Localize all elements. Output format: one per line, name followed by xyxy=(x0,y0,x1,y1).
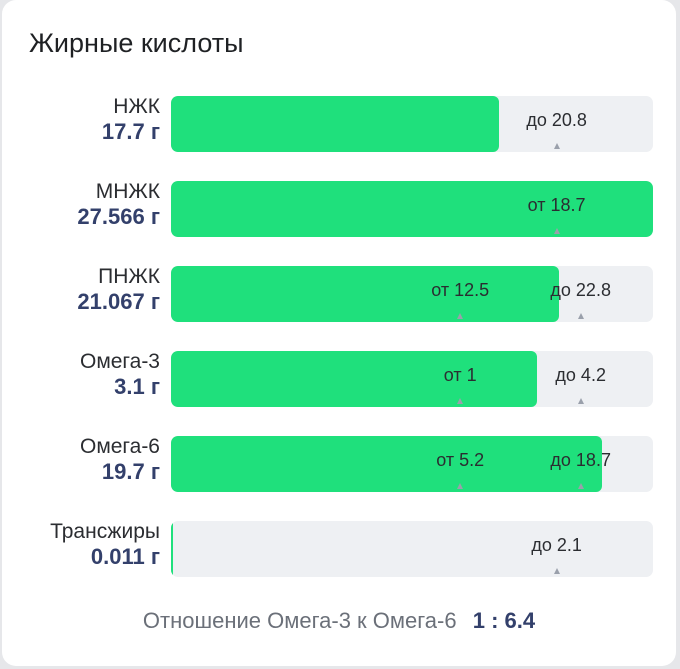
nutrient-amount: 27.566 г xyxy=(77,204,160,229)
norm-marker-label: до 2.1 xyxy=(531,535,582,555)
omega-ratio-value: 1 : 6.4 xyxy=(472,608,536,633)
nutrient-name: Трансжиры xyxy=(50,520,160,543)
nutrient-label: МНЖК 27.566 г xyxy=(77,179,160,229)
card-title: Жирные кислоты xyxy=(29,28,244,58)
norm-marker-triangle-icon xyxy=(577,398,584,404)
nutrient-label: Омега-3 3.1 г xyxy=(80,349,160,399)
progress-track: от 5.2 до 18.7 xyxy=(171,436,653,492)
progress-track: от 12.5 до 22.8 xyxy=(171,266,653,322)
nutrient-amount: 21.067 г xyxy=(77,289,160,314)
progress-track: от 1 до 4.2 xyxy=(171,351,653,407)
norm-marker-triangle-icon xyxy=(577,313,584,319)
nutrient-label: НЖК 17.7 г xyxy=(102,94,160,144)
norm-marker-label: до 18.7 xyxy=(550,450,611,470)
norm-marker-triangle-icon xyxy=(457,483,464,489)
fatty-acid-row: Трансжиры 0.011 г до 2.1 xyxy=(2,519,676,579)
norm-marker-triangle-icon xyxy=(457,398,464,404)
progress-fill xyxy=(171,436,603,492)
nutrient-name: МНЖК xyxy=(95,180,160,203)
norm-marker-triangle-icon xyxy=(457,313,464,319)
progress-fill xyxy=(171,266,559,322)
norm-marker-label: от 12.5 xyxy=(431,280,490,300)
fatty-acid-row: МНЖК 27.566 г от 18.7 xyxy=(2,179,676,239)
norm-marker-label: до 20.8 xyxy=(526,110,587,130)
norm-marker-triangle-icon xyxy=(553,568,560,574)
norm-marker-triangle-icon xyxy=(577,483,584,489)
progress-fill xyxy=(171,96,499,152)
norm-marker-label: от 18.7 xyxy=(527,195,586,215)
progress-fill xyxy=(171,351,538,407)
fatty-acid-row: НЖК 17.7 г до 20.8 xyxy=(2,94,676,154)
progress-fill xyxy=(171,521,174,577)
fatty-acid-row: ПНЖК 21.067 г от 12.5 до 22.8 xyxy=(2,264,676,324)
nutrient-name: Омега-6 xyxy=(79,435,160,458)
norm-marker-label: до 4.2 xyxy=(555,365,606,385)
nutrient-name: Омега-3 xyxy=(79,350,160,373)
norm-marker-triangle-icon xyxy=(553,143,560,149)
nutrient-name: НЖК xyxy=(113,95,160,118)
fatty-acid-row: Омега-6 19.7 г от 5.2 до 18.7 xyxy=(2,434,676,494)
nutrient-amount: 19.7 г xyxy=(101,459,160,484)
fatty-acid-row: Омега-3 3.1 г от 1 до 4.2 xyxy=(2,349,676,409)
omega-ratio: Отношение Омега-3 к Омега-6 1 : 6.4 xyxy=(2,608,676,634)
norm-marker-label: от 5.2 xyxy=(436,450,485,470)
progress-track: от 18.7 xyxy=(171,181,653,237)
progress-fill xyxy=(171,181,653,237)
norm-marker-label: от 1 xyxy=(443,365,477,385)
nutrient-label: ПНЖК 21.067 г xyxy=(77,264,160,314)
norm-marker-label: до 22.8 xyxy=(550,280,611,300)
nutrient-amount: 3.1 г xyxy=(114,374,160,399)
nutrient-label: Омега-6 19.7 г xyxy=(80,434,160,484)
nutrient-label: Трансжиры 0.011 г xyxy=(50,519,160,569)
nutrient-name: ПНЖК xyxy=(98,265,160,288)
nutrient-amount: 0.011 г xyxy=(90,544,160,569)
progress-track: до 20.8 xyxy=(171,96,653,152)
norm-marker-triangle-icon xyxy=(553,228,560,234)
progress-track: до 2.1 xyxy=(171,521,653,577)
omega-ratio-label: Отношение Омега-3 к Омега-6 xyxy=(142,608,457,633)
nutrient-amount: 17.7 г xyxy=(101,119,160,144)
